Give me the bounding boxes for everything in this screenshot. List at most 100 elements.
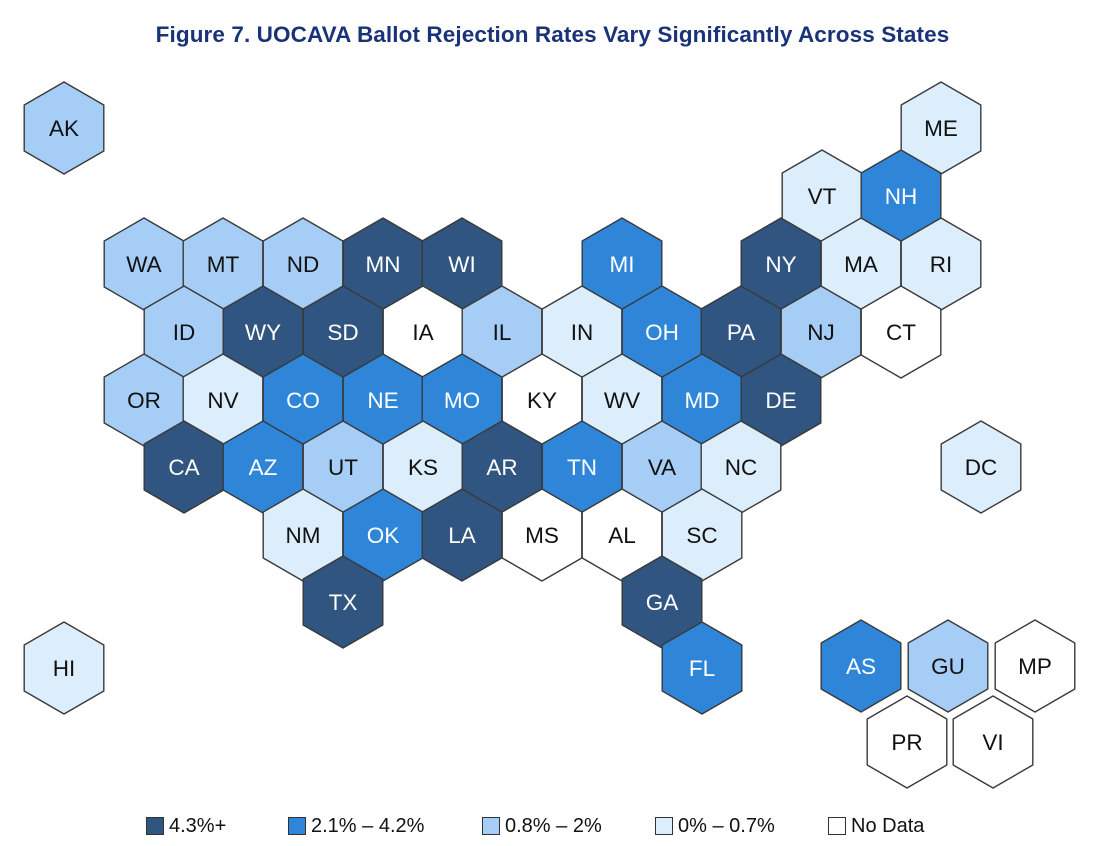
hex-shape-tx <box>302 555 384 649</box>
hex-label-ma: MA <box>844 252 878 277</box>
legend-swatch-5 <box>828 817 846 835</box>
hex-label-ia: IA <box>412 320 433 345</box>
hex-ut: UT <box>302 420 384 514</box>
hex-label-sc: SC <box>686 523 717 548</box>
hex-ny: NY <box>740 217 822 311</box>
hex-label-nj: NJ <box>807 320 835 345</box>
hex-label-ne: NE <box>367 388 398 413</box>
hex-label-ky: KY <box>527 388 557 413</box>
hex-gu: GU <box>907 619 989 713</box>
hex-mp: MP <box>994 619 1076 713</box>
hex-label-sd: SD <box>327 320 358 345</box>
hex-label-as: AS <box>846 654 876 679</box>
hex-label-ct: CT <box>886 320 916 345</box>
hex-label-ar: AR <box>486 455 517 480</box>
hex-tx: TX <box>302 555 384 649</box>
hex-label-de: DE <box>765 388 796 413</box>
hex-label-az: AZ <box>249 455 278 480</box>
hex-label-wa: WA <box>126 252 161 277</box>
hex-il: IL <box>461 285 543 379</box>
hex-al: AL <box>581 488 663 582</box>
hex-label-ks: KS <box>408 455 438 480</box>
legend-swatch-1 <box>146 817 164 835</box>
hex-ak: AK <box>23 81 105 175</box>
legend-item-2: 2.1% – 4.2% <box>288 811 424 841</box>
hex-label-gu: GU <box>931 654 965 679</box>
hex-shape-ct <box>860 285 942 379</box>
hex-nh: NH <box>860 149 942 243</box>
hex-mn: MN <box>342 217 424 311</box>
hex-label-wv: WV <box>604 388 640 413</box>
hex-shape-fl <box>661 621 743 715</box>
hex-hi: HI <box>23 621 105 715</box>
hex-label-in: IN <box>571 320 594 345</box>
legend-item-1: 4.3%+ <box>146 811 226 841</box>
figure-title: Figure 7. UOCAVA Ballot Rejection Rates … <box>155 22 950 47</box>
hex-label-va: VA <box>648 455 676 480</box>
hex-shape-vi <box>952 695 1034 789</box>
hex-label-mn: MN <box>366 252 401 277</box>
hex-label-me: ME <box>924 116 958 141</box>
legend: 4.3%+ 2.1% – 4.2% 0.8% – 2% 0% – 0.7% No… <box>0 811 1105 841</box>
legend-swatch-4 <box>655 817 673 835</box>
hex-label-hi: HI <box>53 656 76 681</box>
hex-shape-hi <box>23 621 105 715</box>
hex-shape-as <box>820 619 902 713</box>
hex-wv: WV <box>581 353 663 447</box>
legend-label-1: 4.3%+ <box>169 814 227 837</box>
hex-shape-dc <box>940 420 1022 514</box>
hex-pr: PR <box>866 695 948 789</box>
hex-label-al: AL <box>608 523 636 548</box>
legend-label-3: 0.8% – 2% <box>505 814 602 837</box>
hex-ms: MS <box>501 488 583 582</box>
hex-label-vi: VI <box>982 730 1003 755</box>
hex-label-ms: MS <box>525 523 559 548</box>
hex-label-or: OR <box>127 388 161 413</box>
hex-ct: CT <box>860 285 942 379</box>
hex-label-nc: NC <box>725 455 758 480</box>
hex-label-mp: MP <box>1018 654 1052 679</box>
hex-label-mo: MO <box>444 388 480 413</box>
hex-label-pa: PA <box>727 320 755 345</box>
legend-swatch-2 <box>288 817 306 835</box>
hex-label-nh: NH <box>885 184 918 209</box>
hex-tile-map: AK ME VT NH WA MT ND MN WI MI NY MA RI ID WY SD IA IL IN OH… <box>23 81 1076 789</box>
hex-shape-pr <box>866 695 948 789</box>
hex-label-id: ID <box>173 320 196 345</box>
hex-label-ut: UT <box>328 455 358 480</box>
legend-item-5: No Data <box>828 811 924 841</box>
hex-label-wi: WI <box>448 252 476 277</box>
hex-vi: VI <box>952 695 1034 789</box>
hex-label-ga: GA <box>646 590 679 615</box>
hex-label-tx: TX <box>329 590 358 615</box>
hex-label-ak: AK <box>49 116 79 141</box>
hex-ok: OK <box>342 488 424 582</box>
hex-label-pr: PR <box>891 730 922 755</box>
hex-shape-ak <box>23 81 105 175</box>
hex-label-tn: TN <box>567 455 597 480</box>
hex-label-nd: ND <box>287 252 320 277</box>
hex-co: CO <box>262 353 344 447</box>
hex-dc: DC <box>940 420 1022 514</box>
hex-me: ME <box>900 81 982 175</box>
hex-label-il: IL <box>493 320 512 345</box>
hex-va: VA <box>621 420 703 514</box>
hex-label-ok: OK <box>367 523 400 548</box>
hex-label-mi: MI <box>610 252 635 277</box>
hex-label-ri: RI <box>930 252 953 277</box>
legend-label-5: No Data <box>851 814 925 837</box>
hex-as: AS <box>820 619 902 713</box>
hex-ks: KS <box>382 420 464 514</box>
hex-wy: WY <box>222 285 304 379</box>
hex-label-oh: OH <box>645 320 679 345</box>
hex-label-md: MD <box>685 388 720 413</box>
hex-label-nv: NV <box>207 388 238 413</box>
hex-shape-gu <box>907 619 989 713</box>
hex-or: OR <box>103 353 185 447</box>
hex-label-vt: VT <box>808 184 837 209</box>
legend-label-4: 0% – 0.7% <box>678 814 775 837</box>
hex-label-wy: WY <box>245 320 281 345</box>
hex-label-fl: FL <box>689 656 715 681</box>
hex-shape-mp <box>994 619 1076 713</box>
legend-label-2: 2.1% – 4.2% <box>311 814 425 837</box>
